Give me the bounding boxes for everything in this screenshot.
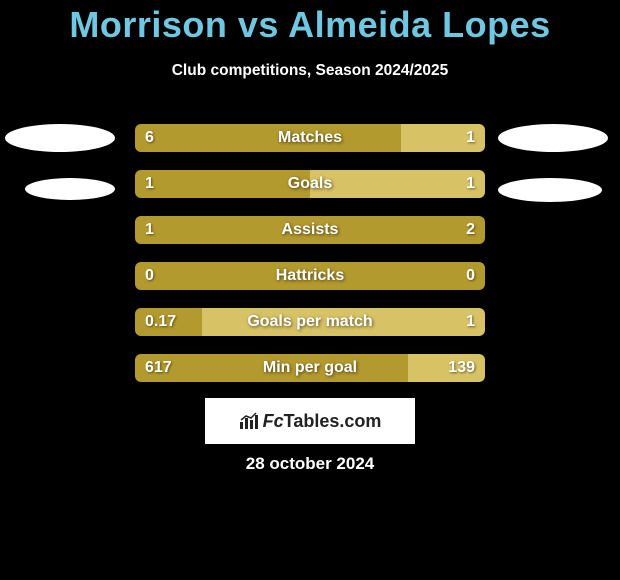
stat-value-right: 1: [466, 124, 475, 152]
page-subtitle: Club competitions, Season 2024/2025: [0, 62, 620, 80]
stat-value-left: 617: [145, 354, 172, 382]
stat-row: 11Goals: [135, 170, 485, 198]
stat-bar-left: [135, 262, 485, 290]
stat-value-right: 1: [466, 308, 475, 336]
stat-value-right: 1: [466, 170, 475, 198]
comparison-infographic: Morrison vs Almeida Lopes Club competiti…: [0, 0, 620, 580]
page-title: Morrison vs Almeida Lopes: [0, 4, 620, 46]
stat-value-left: 0.17: [145, 308, 176, 336]
stat-value-right: 2: [466, 216, 475, 244]
player-left-ellipse-1: [5, 124, 115, 152]
stat-bar-right: [202, 308, 486, 336]
stat-row: 0.171Goals per match: [135, 308, 485, 336]
logo-box: FcTables.com: [205, 398, 415, 444]
stat-bar-left: [135, 170, 310, 198]
stat-value-left: 6: [145, 124, 154, 152]
stat-row: 12Assists: [135, 216, 485, 244]
stat-bar-right: [310, 170, 485, 198]
stat-value-right: 0: [466, 262, 475, 290]
stat-row: 00Hattricks: [135, 262, 485, 290]
stat-value-left: 1: [145, 216, 154, 244]
chart-icon: [239, 412, 259, 430]
stat-value-left: 1: [145, 170, 154, 198]
player-right-ellipse-1: [498, 124, 608, 152]
player-left-ellipse-2: [25, 178, 115, 200]
stat-bar-left: [135, 354, 408, 382]
logo-text: FcTables.com: [263, 411, 382, 432]
date-text: 28 october 2024: [0, 454, 620, 474]
stats-bars: 61Matches11Goals12Assists00Hattricks0.17…: [135, 124, 485, 400]
stat-value-right: 139: [448, 354, 475, 382]
stat-row: 61Matches: [135, 124, 485, 152]
stat-bar-left: [135, 216, 485, 244]
stat-bar-left: [135, 124, 401, 152]
player-right-ellipse-2: [498, 178, 602, 202]
stat-value-left: 0: [145, 262, 154, 290]
stat-row: 617139Min per goal: [135, 354, 485, 382]
